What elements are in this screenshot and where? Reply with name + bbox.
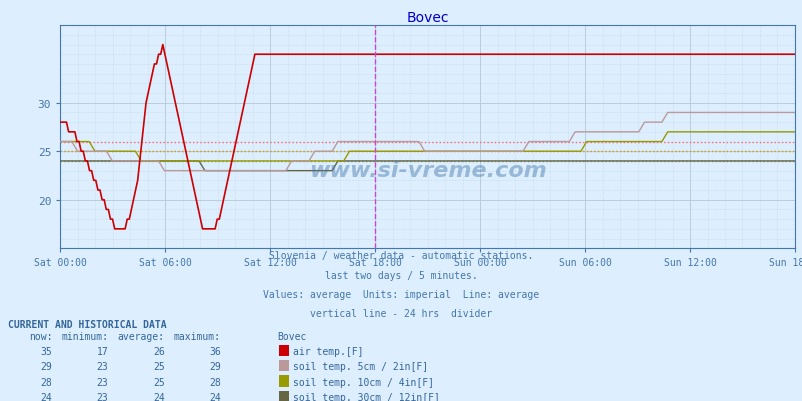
Text: maximum:: maximum: <box>173 331 221 341</box>
Text: 24: 24 <box>209 392 221 401</box>
Text: 23: 23 <box>96 361 108 371</box>
Text: soil temp. 5cm / 2in[F]: soil temp. 5cm / 2in[F] <box>293 361 427 371</box>
Title: Bovec: Bovec <box>406 11 448 25</box>
Text: 28: 28 <box>209 377 221 387</box>
Text: Values: average  Units: imperial  Line: average: Values: average Units: imperial Line: av… <box>263 289 539 299</box>
Text: vertical line - 24 hrs  divider: vertical line - 24 hrs divider <box>310 308 492 318</box>
Text: 24: 24 <box>152 392 164 401</box>
Text: 17: 17 <box>96 346 108 356</box>
Text: 26: 26 <box>152 346 164 356</box>
Text: 25: 25 <box>152 377 164 387</box>
Text: 23: 23 <box>96 377 108 387</box>
Text: air temp.[F]: air temp.[F] <box>293 346 363 356</box>
Text: Bovec: Bovec <box>277 331 306 341</box>
Text: soil temp. 30cm / 12in[F]: soil temp. 30cm / 12in[F] <box>293 392 439 401</box>
Text: minimum:: minimum: <box>61 331 108 341</box>
Text: 29: 29 <box>40 361 52 371</box>
Text: 29: 29 <box>209 361 221 371</box>
Text: CURRENT AND HISTORICAL DATA: CURRENT AND HISTORICAL DATA <box>8 319 167 329</box>
Text: 25: 25 <box>152 361 164 371</box>
Text: www.si-vreme.com: www.si-vreme.com <box>308 161 546 181</box>
Text: now:: now: <box>29 331 52 341</box>
Text: average:: average: <box>117 331 164 341</box>
Text: soil temp. 10cm / 4in[F]: soil temp. 10cm / 4in[F] <box>293 377 434 387</box>
Text: Slovenia / weather data - automatic stations.: Slovenia / weather data - automatic stat… <box>269 251 533 261</box>
Text: 24: 24 <box>40 392 52 401</box>
Text: 28: 28 <box>40 377 52 387</box>
Text: 36: 36 <box>209 346 221 356</box>
Text: 23: 23 <box>96 392 108 401</box>
Text: 35: 35 <box>40 346 52 356</box>
Text: last two days / 5 minutes.: last two days / 5 minutes. <box>325 270 477 280</box>
